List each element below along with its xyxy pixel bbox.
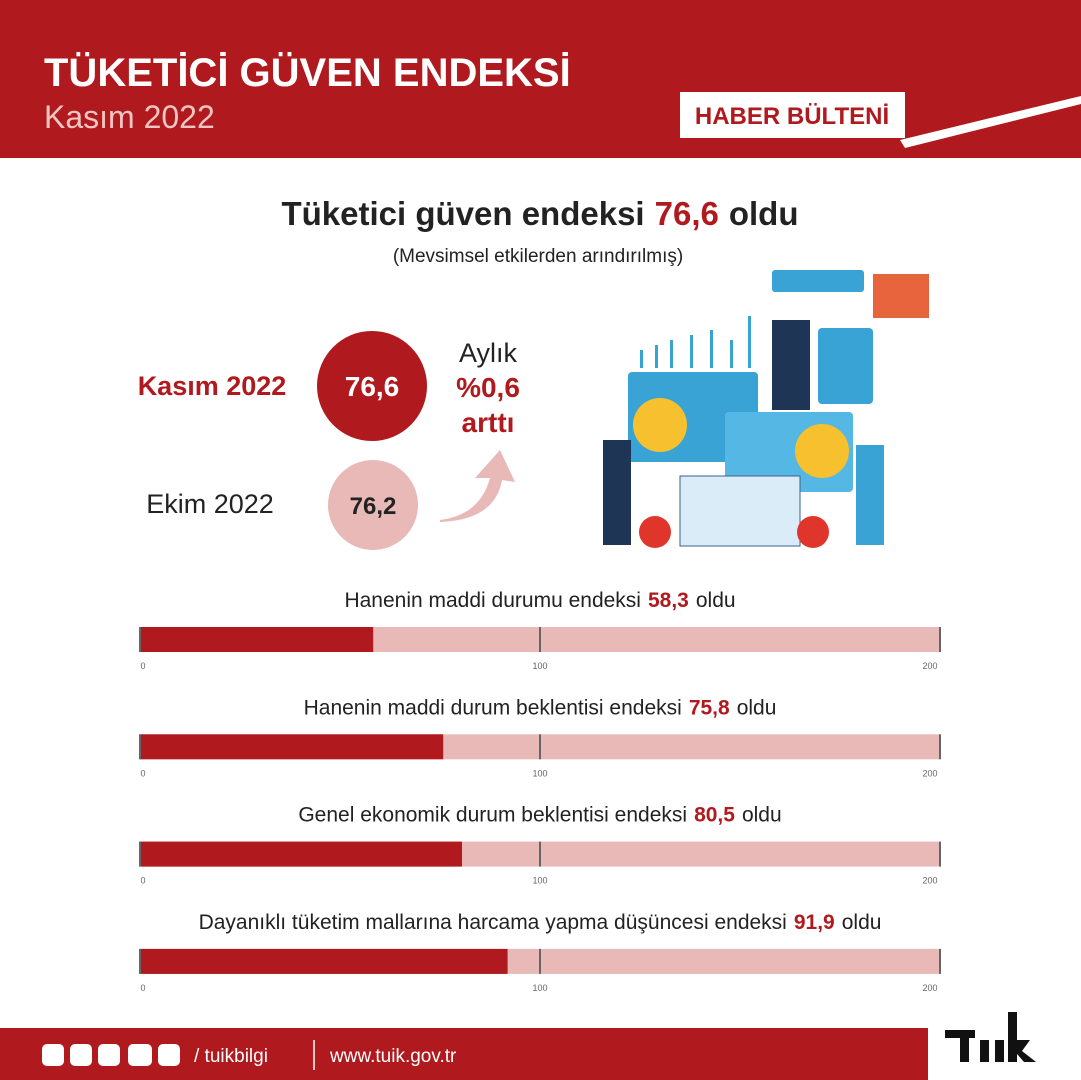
chart-title: Genel ekonomik durum beklentisi endeksi 8… bbox=[298, 804, 781, 827]
value-label: 91,9 bbox=[794, 911, 835, 934]
chart-title: Hanenin maddi durumu endeksi 58,3 oldu bbox=[344, 589, 735, 612]
calculator bbox=[818, 328, 873, 404]
chart-title-text: Dayanıklı tüketim mallarına harcama yapm… bbox=[199, 911, 787, 934]
chart-title: Dayanıklı tüketim mallarına harcama yapm… bbox=[199, 911, 882, 934]
x-tick-label: 200 bbox=[922, 768, 937, 778]
bars-decor bbox=[640, 316, 751, 368]
x-tick-label: 0 bbox=[140, 983, 145, 993]
x-tick-label: 200 bbox=[922, 661, 937, 671]
badge: HABER BÜLTENİ bbox=[695, 103, 889, 130]
bar bbox=[140, 734, 444, 760]
smiley bbox=[795, 424, 849, 478]
laptop bbox=[679, 475, 801, 547]
footer-band bbox=[0, 1028, 928, 1080]
plant bbox=[797, 516, 829, 548]
arrow bbox=[440, 450, 515, 522]
bar bbox=[140, 627, 374, 652]
plant bbox=[639, 516, 671, 548]
illustration bbox=[603, 270, 929, 548]
footer-url: www.tuik.gov.tr bbox=[329, 1046, 457, 1067]
badge-box bbox=[680, 92, 905, 138]
headline-text: Tüketici güven endeksi bbox=[281, 195, 644, 232]
x-tick-label: 0 bbox=[140, 768, 145, 778]
chart-title-text: Hanenin maddi durumu endeksi bbox=[344, 589, 641, 612]
person bbox=[603, 440, 631, 545]
x-tick-label: 200 bbox=[922, 983, 937, 993]
headline-suffix: oldu bbox=[729, 195, 799, 232]
value-label: 58,3 bbox=[648, 589, 689, 612]
current-label: Kasım 2022 bbox=[138, 371, 287, 401]
current-circle bbox=[317, 331, 427, 441]
bar bbox=[140, 948, 508, 974]
cart-box bbox=[873, 274, 929, 318]
person bbox=[856, 445, 884, 545]
smiley bbox=[633, 398, 687, 452]
previous-label: Ekim 2022 bbox=[146, 489, 274, 519]
social-icons bbox=[42, 1044, 180, 1066]
header-title: TÜKETİCİ GÜVEN ENDEKSİ bbox=[44, 50, 571, 95]
x-tick-label: 100 bbox=[532, 983, 547, 993]
header-stripe bbox=[900, 96, 1081, 148]
logo bbox=[945, 1012, 1036, 1062]
headline: Tüketici güven endeksi 76,6 oldu bbox=[281, 195, 798, 232]
x-tick-label: 100 bbox=[532, 876, 547, 886]
previous-circle bbox=[328, 460, 418, 550]
chart-title-suffix: oldu bbox=[842, 911, 882, 934]
value-label: 75,8 bbox=[689, 696, 730, 719]
chart-title-text: Genel ekonomik durum beklentisi endeksi bbox=[298, 804, 687, 827]
current-value: 76,6 bbox=[345, 371, 400, 402]
x-tick-label: 100 bbox=[532, 661, 547, 671]
previous-value: 76,2 bbox=[350, 493, 397, 520]
chart-title: Hanenin maddi durum beklentisi endeksi 75… bbox=[304, 696, 777, 719]
chart-title-suffix: oldu bbox=[737, 696, 777, 719]
x-tick-label: 0 bbox=[140, 876, 145, 886]
bar bbox=[140, 841, 462, 867]
charts: Hanenin maddi durumu endeksi 58,3 oldu 0 100… bbox=[139, 589, 941, 993]
x-tick-label: 200 bbox=[922, 876, 937, 886]
rating bbox=[772, 270, 864, 292]
footer-handle: / tuikbilgi bbox=[194, 1046, 268, 1067]
change-line: Aylık bbox=[459, 338, 518, 368]
chart-title-text: Hanenin maddi durum beklentisi endeksi bbox=[304, 696, 682, 719]
headline-value: 76,6 bbox=[655, 195, 719, 232]
chart-title-suffix: oldu bbox=[696, 589, 736, 612]
value-label: 80,5 bbox=[694, 804, 735, 827]
x-tick-label: 100 bbox=[532, 768, 547, 778]
header-subtitle: Kasım 2022 bbox=[44, 99, 215, 135]
change-line: arttı bbox=[462, 407, 515, 438]
change-value: %0,6 bbox=[456, 372, 520, 403]
chart-title-suffix: oldu bbox=[742, 804, 782, 827]
x-tick-label: 0 bbox=[140, 661, 145, 671]
person bbox=[772, 320, 810, 410]
headline-note: (Mevsimsel etkilerden arındırılmış) bbox=[393, 246, 683, 267]
